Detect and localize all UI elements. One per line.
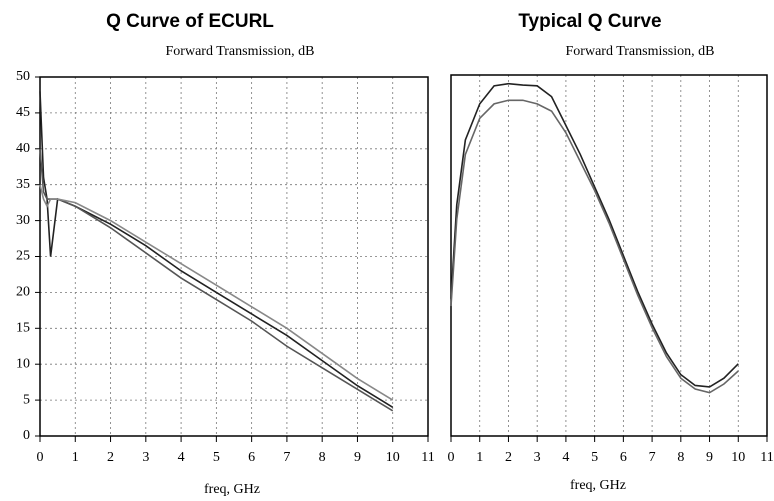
data-line xyxy=(39,91,394,408)
y-tick-label: 20 xyxy=(16,285,30,300)
y-tick-label: 10 xyxy=(16,356,30,371)
y-tick-label: 40 xyxy=(16,141,30,156)
plot-frame xyxy=(39,76,429,437)
y-tick-label: 45 xyxy=(16,105,30,120)
x-tick-label: 1 xyxy=(72,450,79,465)
chart-subtitle: Forward Transmission, dB xyxy=(166,44,315,59)
data-line xyxy=(450,99,739,394)
chart-title: Typical Q Curve xyxy=(518,11,661,32)
x-tick-label: 3 xyxy=(534,450,541,465)
y-tick-label: 25 xyxy=(16,249,30,264)
x-tick-label: 10 xyxy=(731,450,745,465)
x-tick-label: 8 xyxy=(677,450,684,465)
x-tick-label: 4 xyxy=(562,450,569,465)
x-tick-label: 2 xyxy=(505,450,512,465)
x-tick-label: 4 xyxy=(178,450,185,465)
x-tick-label: 9 xyxy=(354,450,361,465)
data-line xyxy=(39,184,394,401)
x-tick-label: 1 xyxy=(476,450,483,465)
x-tick-label: 0 xyxy=(37,450,44,465)
x-tick-label: 3 xyxy=(142,450,149,465)
y-tick-label: 0 xyxy=(23,428,30,443)
x-tick-label: 7 xyxy=(283,450,290,465)
x-tick-label: 9 xyxy=(706,450,713,465)
x-tick-label: 5 xyxy=(591,450,598,465)
x-tick-label: 6 xyxy=(248,450,255,465)
x-tick-label: 0 xyxy=(448,450,455,465)
plot-frame xyxy=(450,74,768,437)
x-tick-label: 10 xyxy=(386,450,400,465)
x-tick-label: 11 xyxy=(421,450,434,465)
x-tick-label: 7 xyxy=(649,450,656,465)
y-tick-label: 30 xyxy=(16,213,30,228)
x-axis-label: freq, GHz xyxy=(570,478,626,493)
data-line xyxy=(450,82,739,388)
y-tick-label: 35 xyxy=(16,177,30,192)
x-tick-label: 2 xyxy=(107,450,114,465)
y-tick-label: 50 xyxy=(16,69,30,84)
x-tick-label: 11 xyxy=(760,450,773,465)
x-tick-label: 6 xyxy=(620,450,627,465)
data-line xyxy=(39,148,394,412)
x-tick-label: 8 xyxy=(319,450,326,465)
x-axis-label: freq, GHz xyxy=(204,482,260,497)
chart-subtitle: Forward Transmission, dB xyxy=(566,44,715,59)
y-tick-label: 5 xyxy=(23,392,30,407)
chart-title: Q Curve of ECURL xyxy=(106,11,274,32)
x-tick-label: 5 xyxy=(213,450,220,465)
y-tick-label: 15 xyxy=(16,321,30,336)
